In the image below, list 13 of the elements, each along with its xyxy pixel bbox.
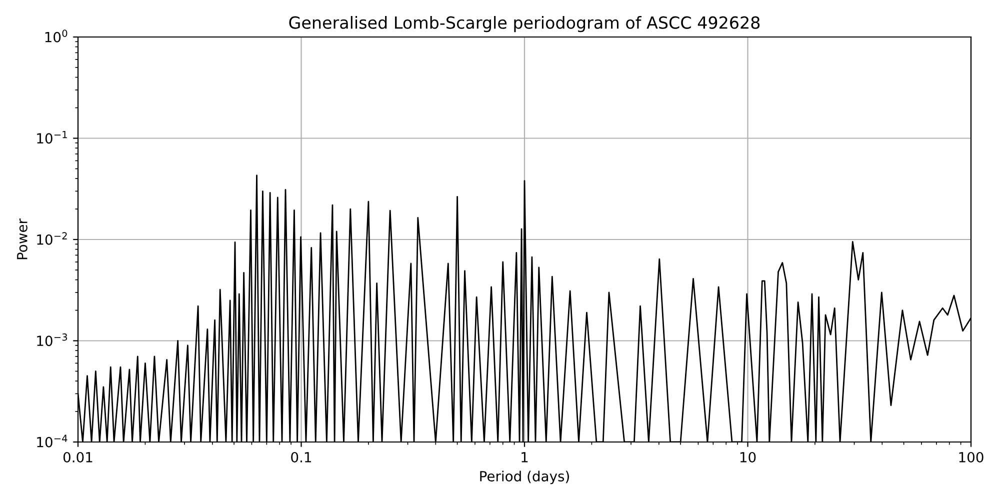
y-tick-label: 10$^{−4}$ (37, 434, 68, 448)
x-tick-label: 1 (522, 452, 528, 462)
x-tick-label: 0.01 (63, 452, 92, 462)
chart-title: Generalised Lomb-Scargle periodogram of ASCC 492628 (289, 16, 760, 32)
y-axis-title: Power (17, 218, 28, 260)
x-axis-title: Period (days) (480, 470, 569, 484)
y-tick-label: 10$^{−2}$ (37, 232, 67, 245)
y-tick-label: 10$^{−3}$ (37, 333, 67, 346)
y-tick-label: 10$^{0}$ (45, 30, 68, 42)
x-tick-label: 10 (740, 452, 756, 462)
x-tick-label: 100 (959, 452, 984, 462)
x-tick-label: 0.1 (291, 452, 312, 462)
y-tick-label: 10$^{−1}$ (37, 131, 67, 144)
